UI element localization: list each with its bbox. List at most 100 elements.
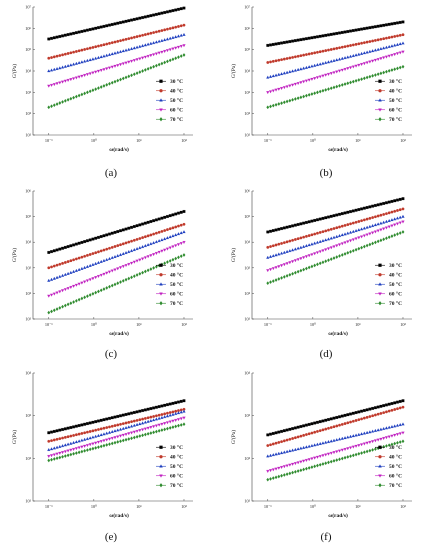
- data-point: [60, 289, 65, 293]
- data-point: [401, 399, 405, 403]
- data-point: [105, 24, 109, 28]
- y-tick-label: 10³: [25, 90, 31, 95]
- data-point: [105, 257, 109, 261]
- data-point: [77, 93, 81, 98]
- data-point: [143, 420, 147, 424]
- data-point: [349, 222, 352, 226]
- legend-entry: 50 °C: [156, 281, 183, 288]
- y-tick-label: 10⁷: [244, 5, 250, 10]
- data-point: [113, 282, 117, 287]
- data-point: [171, 47, 175, 51]
- data-point: [182, 407, 186, 411]
- series-50c: [266, 41, 405, 79]
- data-point: [69, 441, 73, 445]
- data-point: [357, 432, 361, 436]
- data-point: [121, 20, 125, 24]
- data-point: [88, 443, 92, 447]
- legend-marker: [159, 98, 163, 102]
- data-point: [154, 40, 158, 44]
- data-point: [398, 208, 402, 212]
- data-point: [279, 451, 284, 455]
- data-point: [96, 433, 101, 437]
- data-point: [376, 412, 380, 416]
- data-point: [110, 283, 114, 288]
- data-point: [99, 55, 103, 59]
- data-point: [102, 68, 106, 72]
- data-point: [108, 425, 111, 429]
- data-point: [296, 54, 300, 58]
- data-point: [307, 265, 311, 270]
- y-axis-title: G'(Pa): [11, 430, 18, 444]
- data-point: [146, 268, 150, 273]
- data-point: [47, 294, 51, 298]
- data-point: [348, 446, 353, 450]
- data-point: [127, 437, 131, 441]
- data-point: [77, 424, 81, 427]
- data-point: [99, 235, 103, 238]
- data-point: [69, 452, 73, 457]
- data-point: [80, 255, 84, 259]
- data-point: [135, 45, 139, 49]
- x-tick-label: 10⁰: [310, 138, 316, 143]
- data-point: [96, 69, 101, 73]
- data-point: [52, 83, 56, 87]
- data-point: [362, 51, 366, 55]
- legend-label: 50 °C: [170, 281, 183, 288]
- data-point: [160, 29, 164, 32]
- data-point: [50, 56, 53, 59]
- data-point: [285, 249, 289, 253]
- data-point: [152, 41, 156, 45]
- data-point: [152, 241, 156, 245]
- data-point: [47, 37, 51, 41]
- data-point: [146, 431, 150, 436]
- data-point: [88, 430, 92, 433]
- data-point: [373, 48, 377, 52]
- data-point: [359, 227, 364, 231]
- data-point: [77, 256, 81, 260]
- series-60c: [266, 220, 405, 273]
- data-point: [58, 451, 62, 455]
- data-point: [94, 87, 98, 91]
- data-point: [113, 424, 117, 427]
- data-point: [371, 241, 375, 246]
- data-point: [307, 93, 311, 97]
- series-50c: [47, 409, 186, 451]
- data-point: [316, 231, 319, 235]
- y-axis-title: G'(Pa): [11, 248, 18, 262]
- legend-entry: 60 °C: [375, 291, 402, 298]
- data-point: [129, 47, 134, 50]
- data-point: [274, 42, 278, 46]
- data-point: [313, 421, 317, 425]
- data-point: [318, 239, 322, 243]
- data-point: [401, 197, 405, 201]
- data-point: [168, 402, 172, 406]
- data-point: [61, 436, 64, 440]
- data-point: [393, 433, 397, 437]
- legend-label: 40 °C: [170, 88, 183, 95]
- data-point: [393, 408, 397, 411]
- data-point: [338, 457, 341, 462]
- data-point: [346, 55, 350, 59]
- data-point: [318, 50, 322, 54]
- data-point: [119, 414, 122, 418]
- legend-marker: [378, 117, 382, 122]
- data-point: [282, 250, 286, 254]
- axis-lines: [32, 191, 193, 320]
- data-point: [130, 18, 133, 22]
- data-point: [72, 258, 76, 262]
- data-point: [324, 61, 328, 64]
- data-point: [179, 231, 183, 235]
- data-point: [99, 273, 103, 277]
- data-point: [324, 238, 328, 242]
- data-point: [58, 428, 62, 432]
- data-point: [143, 235, 147, 239]
- data-point: [318, 217, 322, 221]
- data-point: [302, 445, 306, 449]
- data-point: [299, 222, 303, 226]
- data-point: [77, 241, 81, 245]
- data-point: [269, 280, 272, 284]
- data-point: [371, 59, 375, 63]
- data-point: [177, 55, 180, 59]
- x-axis-title: ω(rad/s): [109, 512, 129, 519]
